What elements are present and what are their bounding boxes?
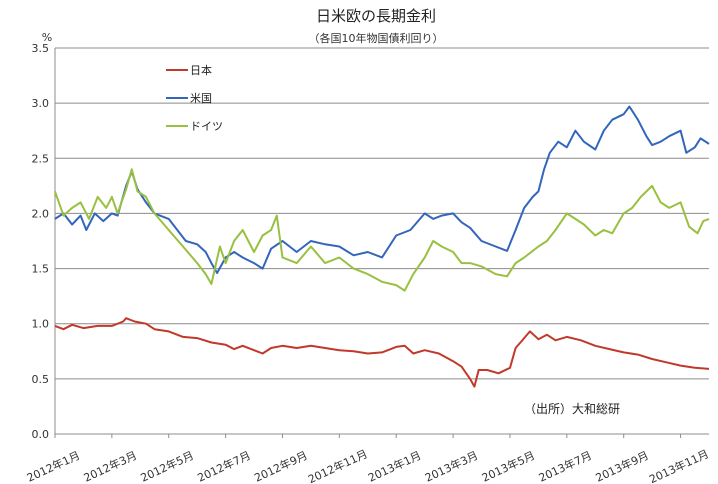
- y-tick-label: 1.0: [32, 318, 50, 331]
- x-tick-label: 2012年11月: [306, 447, 370, 484]
- y-axis-ticks: 0.0 0.5 1.0 1.5 2.0 2.5 3.0 3.5: [32, 42, 50, 441]
- series-line-2: [54, 168, 710, 292]
- chart-subtitle: （各国10年物国債利回り）: [309, 31, 444, 45]
- x-tick-label: 2013年7月: [536, 448, 594, 484]
- series-line-0: [54, 317, 710, 388]
- series-line-1: [54, 105, 710, 274]
- source-annotation: （出所）大和総研: [524, 402, 620, 416]
- y-tick-label: 2.5: [32, 152, 50, 165]
- y-tick-label: 0.5: [32, 373, 50, 386]
- x-tick-label: 2013年1月: [366, 448, 424, 484]
- x-tick-label: 2012年1月: [25, 448, 83, 484]
- x-tick-label: 2013年5月: [479, 448, 537, 484]
- y-axis-unit-label: %: [42, 31, 52, 44]
- series-lines: [54, 105, 710, 388]
- legend-label-0: 日本: [190, 63, 212, 77]
- x-tick-label: 2012年7月: [195, 448, 253, 484]
- x-axis-ticks: 2012年1月 2012年3月 2012年5月 2012年7月 2012年9月2012年…: [25, 434, 711, 484]
- x-tick-label: 2012年3月: [81, 448, 139, 484]
- x-tick-label: 2013年11月: [647, 447, 711, 484]
- x-tick-label: 2012年5月: [138, 448, 196, 484]
- y-tick-label: 2.0: [32, 207, 50, 220]
- y-tick-label: 0.0: [32, 428, 50, 441]
- grid-lines: [54, 47, 709, 435]
- y-tick-label: 3.0: [32, 97, 50, 110]
- y-tick-label: 1.5: [32, 263, 50, 276]
- x-tick-label: 2012年9月: [252, 448, 310, 484]
- legend-label-2: ドイツ: [190, 120, 223, 133]
- x-tick-label: 2013年9月: [593, 448, 651, 484]
- legend-label-1: 米国: [190, 92, 212, 105]
- y-tick-label: 3.5: [32, 42, 50, 55]
- chart-title: 日米欧の長期金利: [316, 7, 436, 25]
- x-tick-label: 2013年3月: [423, 448, 481, 484]
